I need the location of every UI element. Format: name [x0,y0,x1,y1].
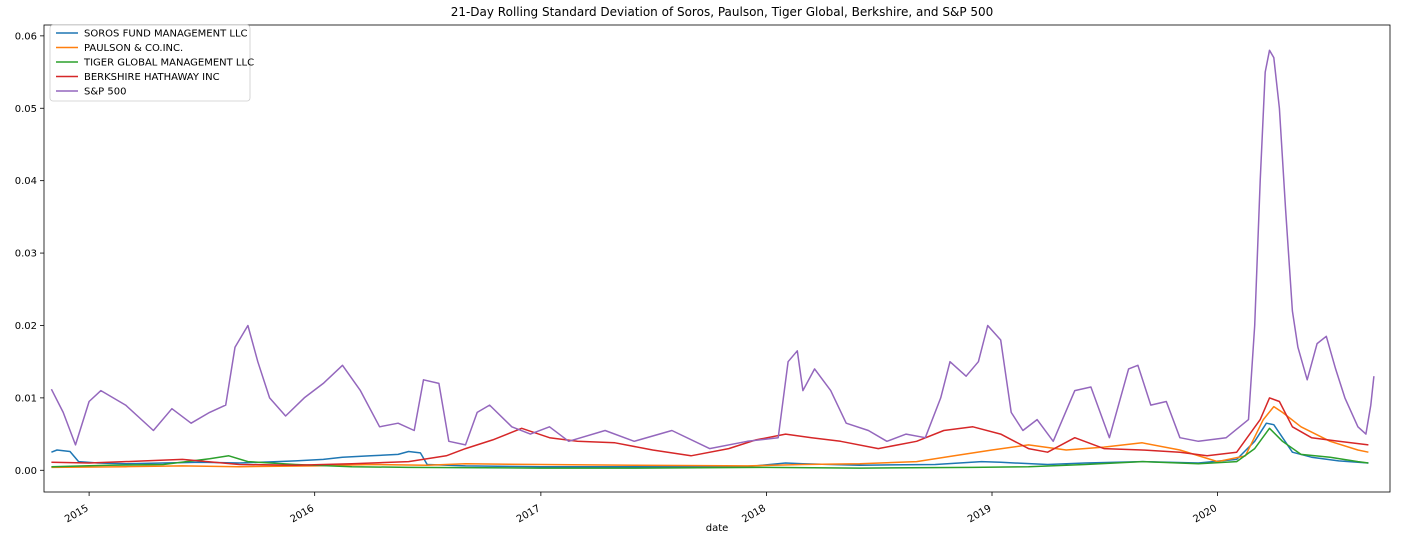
y-tick-label: 0.06 [15,31,37,42]
chart-title: 21-Day Rolling Standard Deviation of Sor… [451,5,994,19]
y-tick-label: 0.01 [15,393,37,404]
legend-label: PAULSON & CO.INC. [84,43,183,54]
x-axis-label: date [706,523,729,534]
plot-lines [50,49,1375,469]
y-tick-label: 0.04 [15,176,37,187]
y-tick-label: 0.02 [15,321,37,332]
plot-frame [43,24,1391,493]
y-axis: 0.00 0.01 0.02 0.03 0.04 0.05 0.06 [15,31,44,477]
legend-label: BERKSHIRE HATHAWAY INC [84,72,220,83]
series-line-4 [50,49,1375,450]
x-tick-label: 2019 [966,503,994,525]
y-tick-label: 0.03 [15,249,37,260]
x-tick-label: 2015 [63,503,91,525]
x-tick-label: 2017 [515,503,543,525]
x-axis: 2015 2016 2017 2018 2019 2020 [63,492,1219,525]
series-line-0 [51,422,1369,468]
series-line-1 [51,405,1369,469]
legend-box [49,24,251,102]
series-line-3 [51,397,1369,466]
y-tick-label: 0.00 [15,466,37,477]
x-tick-label: 2020 [1192,503,1220,525]
x-tick-label: 2018 [740,503,768,525]
legend-label: SOROS FUND MANAGEMENT LLC [84,29,248,40]
legend-label: S&P 500 [84,87,126,98]
series-line-2 [51,427,1369,469]
legend: SOROS FUND MANAGEMENT LLC PAULSON & CO.IN… [49,24,254,102]
x-tick-label: 2016 [289,503,317,525]
y-tick-label: 0.05 [15,104,37,115]
legend-label: TIGER GLOBAL MANAGEMENT LLC [83,58,254,69]
